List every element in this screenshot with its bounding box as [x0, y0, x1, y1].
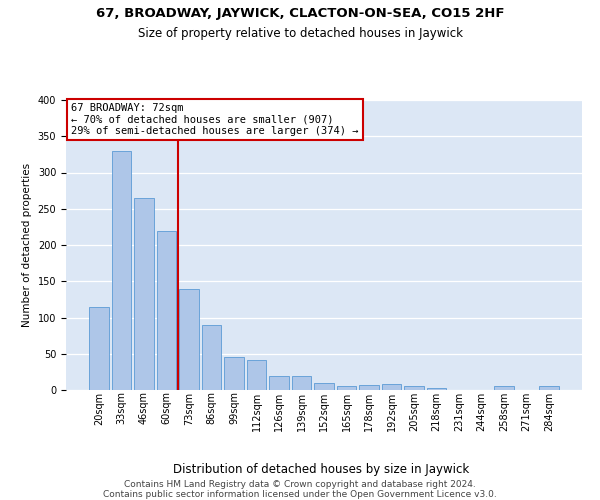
Bar [134, 198, 154, 390]
Bar [202, 325, 221, 390]
Bar [224, 358, 244, 390]
Text: 67 BROADWAY: 72sqm
← 70% of detached houses are smaller (907)
29% of semi-detach: 67 BROADWAY: 72sqm ← 70% of detached hou… [71, 103, 359, 136]
Text: Contains HM Land Registry data © Crown copyright and database right 2024.
Contai: Contains HM Land Registry data © Crown c… [103, 480, 497, 499]
Bar [427, 388, 446, 390]
Bar [494, 386, 514, 390]
Text: Distribution of detached houses by size in Jaywick: Distribution of detached houses by size … [173, 462, 469, 475]
Text: Size of property relative to detached houses in Jaywick: Size of property relative to detached ho… [137, 28, 463, 40]
Bar [539, 386, 559, 390]
Bar [179, 288, 199, 390]
Bar [359, 385, 379, 390]
Bar [314, 383, 334, 390]
Text: 67, BROADWAY, JAYWICK, CLACTON-ON-SEA, CO15 2HF: 67, BROADWAY, JAYWICK, CLACTON-ON-SEA, C… [96, 8, 504, 20]
Bar [292, 376, 311, 390]
Bar [404, 386, 424, 390]
Bar [382, 384, 401, 390]
Bar [89, 306, 109, 390]
Bar [157, 230, 176, 390]
Bar [247, 360, 266, 390]
Bar [269, 376, 289, 390]
Bar [337, 386, 356, 390]
Bar [112, 151, 131, 390]
Y-axis label: Number of detached properties: Number of detached properties [22, 163, 32, 327]
